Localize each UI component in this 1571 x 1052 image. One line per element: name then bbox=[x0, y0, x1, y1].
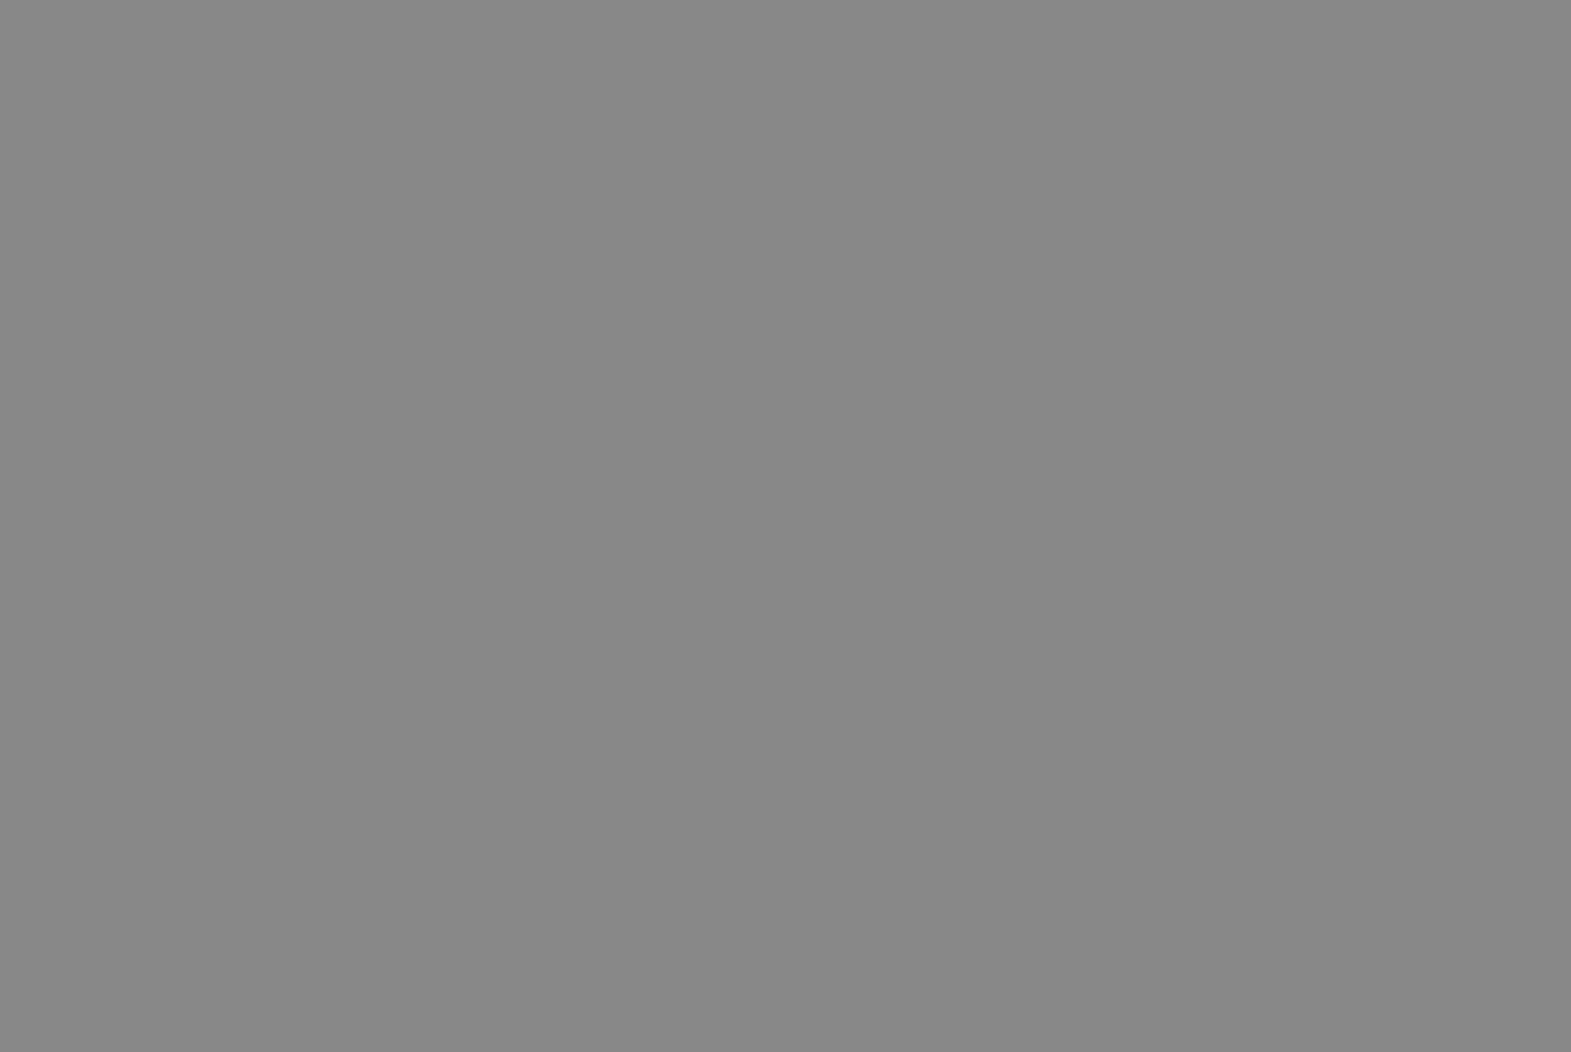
graph-background bbox=[0, 0, 1571, 1052]
network-graph-canvas[interactable] bbox=[0, 0, 1571, 1052]
